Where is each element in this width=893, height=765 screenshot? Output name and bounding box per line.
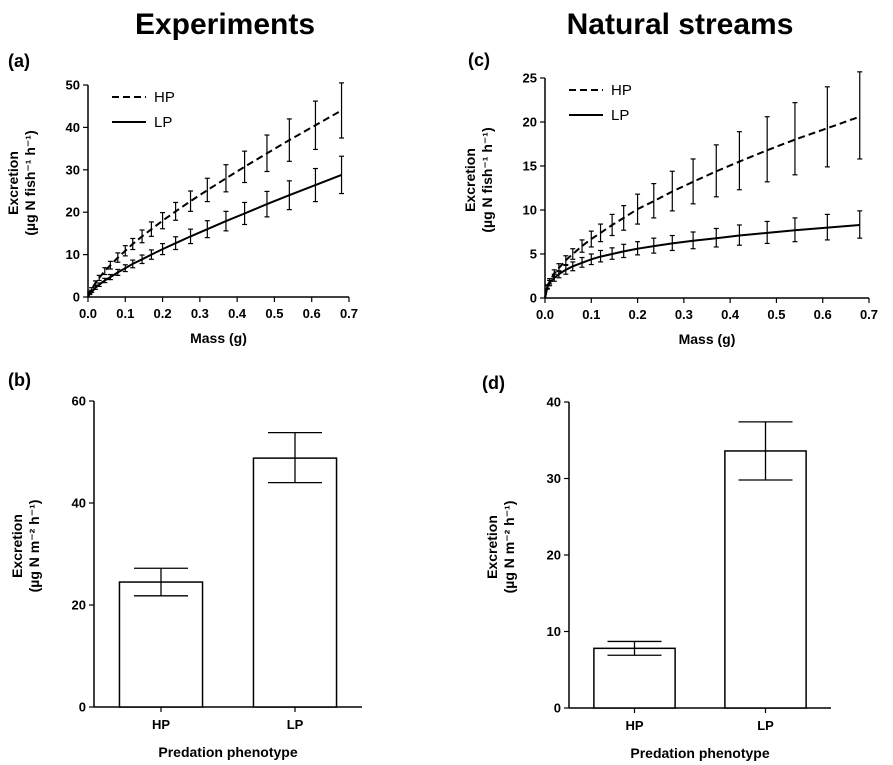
- legend-lp-label: LP: [154, 114, 172, 131]
- x-tick-label-lp: LP: [287, 717, 304, 732]
- y-tick-label: 25: [523, 71, 537, 86]
- series-lp-line: [87, 173, 342, 298]
- panel-label: (a): [8, 51, 30, 71]
- y-tick-label: 15: [523, 159, 537, 174]
- panel-label: (c): [468, 50, 490, 70]
- y-tick-label: 60: [72, 394, 86, 409]
- y-tick-label: 5: [530, 247, 537, 262]
- legend-hp-label: HP: [154, 89, 175, 106]
- series-lp-line: [544, 224, 860, 299]
- y-tick-label: 20: [72, 598, 86, 613]
- x-tick-label: 0.5: [767, 307, 785, 322]
- x-tick-label: 0.6: [303, 306, 321, 321]
- y-tick-label: 10: [547, 624, 561, 639]
- legend-hp-label: HP: [611, 82, 632, 99]
- x-tick-label: 0.6: [814, 307, 832, 322]
- panel-label: (d): [482, 373, 505, 393]
- x-tick-label: 0.3: [191, 306, 209, 321]
- y-axis-title-line-2: (µg N m⁻² h⁻¹): [501, 501, 517, 594]
- x-tick-label: 0.7: [340, 306, 358, 321]
- legend-lp-label: LP: [611, 107, 629, 124]
- column-title-natural-streams: Natural streams: [567, 8, 794, 41]
- x-tick-label: 0.5: [265, 306, 283, 321]
- y-tick-label: 50: [66, 78, 80, 93]
- x-tick-label-hp: HP: [625, 718, 643, 733]
- x-tick-label: 0.1: [582, 307, 600, 322]
- y-tick-label: 30: [547, 471, 561, 486]
- y-axis-title: Excretion(µg N m⁻² h⁻¹): [9, 500, 42, 593]
- y-tick-label: 40: [547, 395, 561, 410]
- y-axis-title-line-2: (µg N fish⁻¹ h⁻¹): [479, 127, 495, 232]
- y-axis-title-line-1: Excretion: [462, 148, 478, 212]
- y-tick-label: 20: [523, 115, 537, 130]
- x-tick-label: 0.0: [536, 307, 554, 322]
- y-tick-label: 0: [530, 291, 537, 306]
- bar-lp: [252, 457, 338, 708]
- x-axis-title: Predation phenotype: [630, 745, 769, 761]
- x-axis-title: Mass (g): [679, 331, 736, 347]
- y-axis-title: Excretion(µg N m⁻² h⁻¹): [484, 501, 517, 594]
- y-tick-label: 0: [554, 701, 561, 716]
- bar-lp: [724, 450, 807, 709]
- x-tick-label: 0.7: [860, 307, 878, 322]
- y-axis-title: Excretion(µg N fish⁻¹ h⁻¹): [462, 127, 495, 232]
- y-tick-label: 0: [73, 290, 80, 305]
- y-tick-label: 20: [66, 205, 80, 220]
- series-hp-line: [544, 115, 861, 299]
- bar-hp: [118, 581, 204, 708]
- x-tick-label: 0.4: [721, 307, 740, 322]
- y-axis-title-line-2: (µg N fish⁻¹ h⁻¹): [22, 130, 38, 235]
- y-axis-title-line-2: (µg N m⁻² h⁻¹): [26, 500, 42, 593]
- x-tick-label: 0.2: [154, 306, 172, 321]
- y-tick-label: 0: [79, 700, 86, 715]
- x-axis-title: Mass (g): [190, 330, 247, 346]
- y-tick-label: 20: [547, 548, 561, 563]
- y-axis-title-line-1: Excretion: [5, 151, 21, 215]
- y-tick-label: 40: [72, 496, 86, 511]
- x-axis-title: Predation phenotype: [158, 744, 297, 760]
- x-tick-label: 0.1: [116, 306, 134, 321]
- y-axis-title: Excretion(µg N fish⁻¹ h⁻¹): [5, 130, 38, 235]
- x-tick-label: 0.4: [228, 306, 247, 321]
- x-tick-label-hp: HP: [152, 717, 170, 732]
- y-tick-label: 10: [523, 203, 537, 218]
- bar-hp: [593, 647, 676, 709]
- x-tick-label: 0.3: [675, 307, 693, 322]
- panel-b-bar-chart: (b) 0 20 40 60 HP LP Predation phenotype Excreti…: [8, 370, 362, 760]
- column-title-experiments: Experiments: [135, 8, 315, 41]
- y-axis-title-line-1: Excretion: [9, 514, 25, 578]
- x-tick-label: 0.2: [629, 307, 647, 322]
- y-tick-label: 30: [66, 162, 80, 177]
- panel-a-line-chart: (a) 0 10 20 30 40 50 0.0 0.1 0.2 0.3 0.4 0.5 0.6 0.7 Ma…: [5, 51, 358, 346]
- y-tick-label: 40: [66, 120, 80, 135]
- panel-c-line-chart: (c) 0 5 10 15 20 25 0.0 0.1 0.2 0.3 0.4 0.5 0.6 0.7 Mas…: [462, 50, 878, 347]
- y-tick-label: 10: [66, 247, 80, 262]
- panel-d-bar-chart: (d) 0 10 20 30 40 HP LP Predation phenotype Excre…: [482, 373, 831, 761]
- x-tick-label-lp: LP: [757, 718, 774, 733]
- series-hp-line: [87, 109, 342, 298]
- panel-label: (b): [8, 370, 31, 390]
- x-tick-label: 0.0: [79, 306, 97, 321]
- y-axis-title-line-1: Excretion: [484, 515, 500, 579]
